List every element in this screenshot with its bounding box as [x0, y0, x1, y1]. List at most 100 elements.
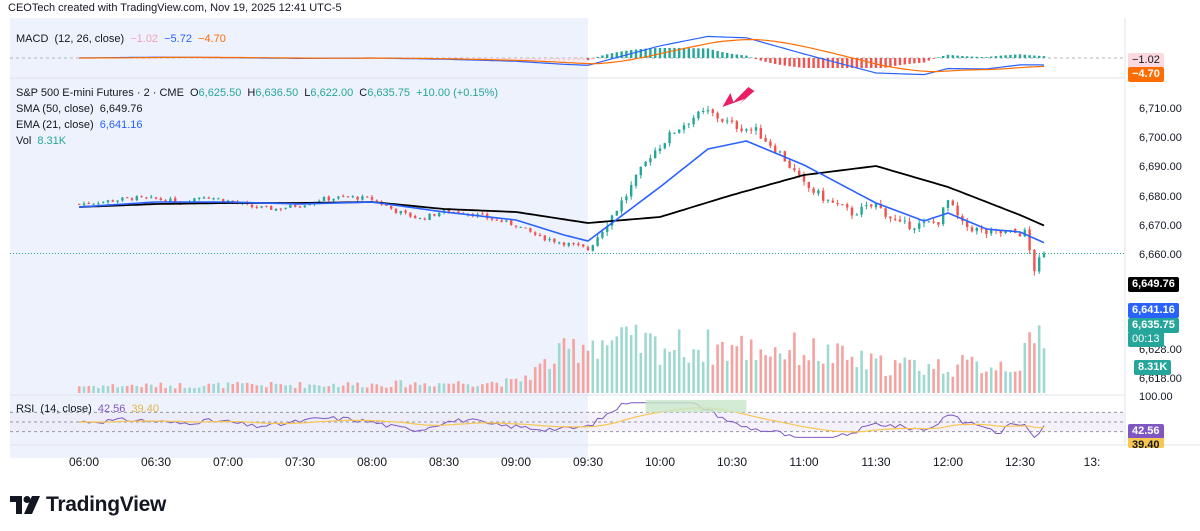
candle-body: [361, 196, 364, 200]
candle-body: [562, 242, 566, 246]
volume-bar: [874, 358, 878, 393]
macd-hist-bar: [874, 58, 878, 68]
macd-hist-bar: [673, 48, 676, 58]
macd-hist-bar: [558, 58, 561, 61]
macd-legend[interactable]: MACD (12, 26, close) −1.02 −5.72 −4.70: [16, 32, 229, 46]
candle-body: [702, 111, 705, 113]
candle-body: [970, 227, 974, 232]
candle-body: [1018, 233, 1022, 237]
candle-body: [606, 225, 609, 232]
volume-bar: [241, 383, 244, 393]
candle-body: [538, 234, 542, 236]
candle-body: [543, 235, 546, 241]
macd-hist-bar: [798, 58, 801, 68]
macd-hist-bar: [174, 57, 177, 59]
volume-bar: [548, 368, 551, 393]
candle-body: [798, 170, 801, 175]
volume-legend[interactable]: Vol 8.31K: [16, 134, 69, 148]
candle-body: [874, 203, 878, 208]
candle-body: [764, 137, 767, 142]
volume-bar: [337, 387, 340, 393]
volume-bar: [860, 350, 863, 393]
volume-bar: [221, 388, 225, 393]
price-axis-tick: 6,628.00: [1139, 344, 1182, 356]
volume-bar: [385, 387, 388, 393]
candle-body: [634, 174, 638, 186]
candle-body: [222, 199, 225, 202]
chart-area[interactable]: 6,710.00 6,700.00 6,690.00 6,680.00 6,670.00…: [0, 0, 1200, 480]
candle-body: [438, 212, 441, 217]
ohlc-close: 6,635.75: [367, 87, 411, 99]
macd-hist-bar: [1009, 54, 1012, 58]
volume-bar: [754, 359, 758, 393]
candle-body: [308, 204, 311, 206]
macd-hist-bar: [534, 58, 537, 60]
volume-bar: [610, 340, 614, 393]
volume-bar: [317, 385, 321, 393]
price-legend[interactable]: S&P 500 E-mini Futures · 2 · CME O6,625.…: [16, 86, 501, 100]
candle-body: [548, 239, 551, 241]
macd-hist-bar: [572, 58, 575, 61]
macd-hist-bar: [202, 58, 206, 59]
volume-bar: [341, 385, 345, 393]
macd-hist-value: −1.02: [130, 33, 159, 45]
volume-bar: [356, 382, 359, 393]
candle-body: [514, 225, 518, 227]
time-axis-tick: 07:30: [285, 455, 315, 469]
macd-hist-bar: [970, 56, 974, 58]
volume-bar: [773, 347, 777, 393]
volume-bar: [845, 359, 849, 393]
volume-bar: [682, 357, 686, 393]
volume-bar: [217, 382, 220, 393]
volume-bar: [644, 332, 647, 393]
macd-hist-bar: [759, 58, 762, 61]
volume-bar: [615, 336, 619, 393]
macd-hist-bar: [1014, 54, 1017, 58]
candle-body: [447, 208, 450, 213]
macd-hist-bar: [716, 50, 719, 58]
volume-bar: [725, 360, 729, 393]
macd-hist-bar: [865, 58, 868, 68]
rsi-ma-line: [79, 407, 1045, 433]
macd-hist-bar: [966, 56, 969, 58]
candle-body: [577, 243, 580, 246]
volume-bar: [625, 326, 628, 393]
volume-bar: [581, 344, 585, 393]
candle-body: [433, 214, 436, 216]
tradingview-logo[interactable]: TradingView: [10, 490, 166, 520]
rsi-legend[interactable]: RSI (14, close) 42.56 39.40: [16, 402, 162, 416]
candle-body: [946, 200, 950, 209]
time-axis-tick: 09:00: [501, 455, 531, 469]
candle-body: [980, 228, 983, 230]
sma-legend[interactable]: SMA (50, close) 6,649.76: [16, 102, 146, 116]
candle-body: [788, 160, 791, 168]
volume-bar: [716, 344, 719, 393]
chart-canvas[interactable]: 6,710.00 6,700.00 6,690.00 6,680.00 6,670.00…: [0, 0, 1200, 480]
macd-params: (12, 26, close): [54, 33, 125, 45]
volume-bar: [1037, 325, 1041, 393]
volume-bar: [1009, 372, 1012, 393]
volume-bar: [236, 382, 239, 393]
macd-hist-bar: [750, 57, 753, 58]
candle-body: [769, 141, 772, 147]
volume-bar: [121, 386, 124, 393]
volume-bar: [553, 363, 556, 393]
volume-bar: [308, 384, 311, 393]
volume-bar: [173, 388, 177, 393]
macd-hist-bar: [855, 58, 858, 68]
volume-bar: [116, 387, 119, 393]
volume-bar: [505, 378, 508, 393]
macd-hist-bar: [702, 48, 705, 58]
macd-hist-bar: [1038, 55, 1041, 58]
candle-body: [726, 120, 729, 122]
candle-body: [586, 247, 590, 251]
candle-body: [87, 203, 90, 205]
volume-bar: [980, 373, 983, 393]
macd-hist-bar: [922, 58, 926, 63]
volume-bar: [193, 388, 196, 393]
volume-bar: [106, 386, 110, 393]
candle-body: [145, 197, 148, 199]
ema-legend[interactable]: EMA (21, close) 6,641.16: [16, 118, 146, 132]
volume-bar: [908, 359, 911, 393]
volume-bar: [500, 386, 503, 393]
